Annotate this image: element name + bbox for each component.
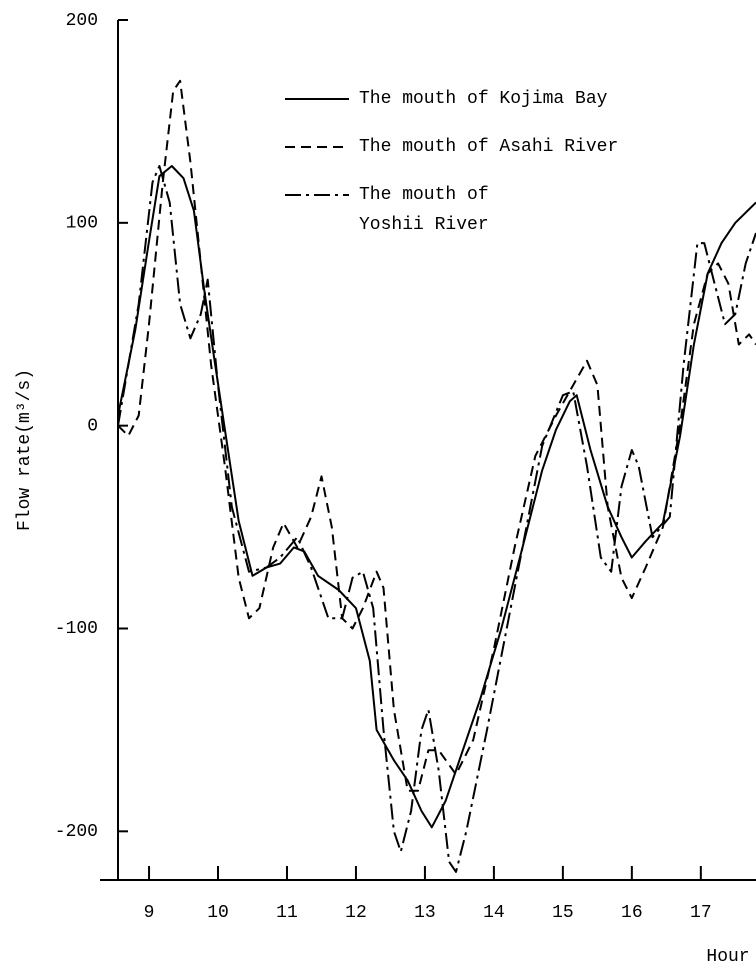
x-tick-label: 9	[144, 903, 155, 923]
legend-swatch	[285, 98, 349, 100]
x-tick-label: 12	[345, 903, 367, 923]
series-line	[117, 165, 756, 829]
y-axis-label: Flow rate(m³/s)	[15, 369, 35, 531]
series-line	[117, 79, 756, 792]
x-tick-label: 14	[483, 903, 505, 923]
y-tick-label: 200	[66, 11, 98, 31]
legend-label: The mouth of Kojima Bay	[359, 89, 608, 109]
x-tick-label: 13	[414, 903, 436, 923]
legend-entry: The mouth of Asahi River	[285, 132, 618, 162]
legend-label: The mouth of Yoshii River	[359, 185, 489, 235]
y-tick-label: 0	[87, 416, 98, 436]
x-tick-label: 15	[552, 903, 574, 923]
legend-label: The mouth of Asahi River	[359, 137, 619, 157]
x-tick-label: 11	[276, 903, 298, 923]
y-tick-label: -100	[55, 619, 98, 639]
legend-entry: The mouth of Yoshii River	[285, 180, 618, 240]
y-tick-label: -200	[55, 822, 98, 842]
legend: The mouth of Kojima Bay The mouth of Asah…	[285, 84, 618, 258]
series-line	[117, 165, 756, 873]
y-tick-label: 100	[66, 214, 98, 234]
legend-entry: The mouth of Kojima Bay	[285, 84, 618, 114]
x-tick-label: 17	[690, 903, 712, 923]
x-axis-label: Hour	[706, 947, 749, 967]
legend-swatch	[285, 146, 349, 148]
x-tick-label: 16	[621, 903, 643, 923]
legend-swatch	[285, 194, 349, 196]
x-tick-label: 10	[207, 903, 229, 923]
